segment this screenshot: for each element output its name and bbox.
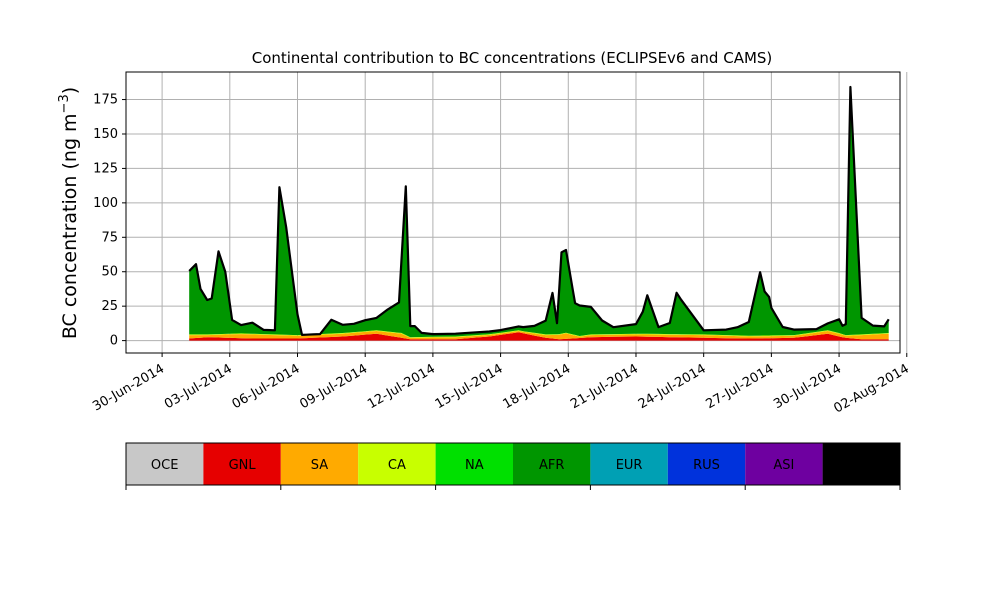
stacked-areas (189, 87, 889, 341)
area-gnl (189, 332, 889, 341)
legend-swatch-eur (590, 443, 668, 485)
legend-label-sa: SA (311, 458, 328, 473)
x-tick-label: 21-Jul-2014 (568, 361, 641, 412)
y-tick-label: 0 (110, 334, 118, 349)
legend: OCE GNL SA CA NA AFR EUR RUS ASI AUS (125, 442, 901, 490)
legend-swatch-asi (745, 443, 823, 485)
plot-frame (125, 71, 901, 354)
legend-frame (125, 442, 901, 486)
legend-label-aus: AUS (848, 458, 875, 473)
x-tick-label: 09-Jul-2014 (297, 361, 370, 412)
y-tick-label: 100 (93, 196, 118, 211)
legend-label-rus: RUS (693, 458, 720, 473)
x-tick-label: 18-Jul-2014 (500, 361, 573, 412)
legend-swatch-aus (822, 443, 900, 485)
legend-swatch-afr (513, 443, 591, 485)
legend-swatch-gnl (203, 443, 281, 485)
legend-label-asi: ASI (773, 458, 794, 473)
legend-label-gnl: GNL (229, 458, 257, 473)
grid (126, 72, 908, 353)
y-tick-label: 25 (101, 299, 118, 314)
x-tick-label: 30-Jun-2014 (90, 361, 167, 414)
y-axis-label: BC concentration (ng m−3) (57, 87, 81, 339)
x-tick-label: 02-Aug-2014 (831, 361, 911, 416)
legend-label-na: NA (465, 458, 484, 473)
legend-label-eur: EUR (616, 458, 643, 473)
legend-swatch-na (435, 443, 513, 485)
area-sa (189, 331, 889, 340)
legend-swatch-sa (280, 443, 359, 485)
y-tick-label: 150 (93, 127, 118, 142)
legend-label-afr: AFR (539, 458, 564, 473)
x-axis: 30-Jun-201403-Jul-201406-Jul-201409-Jul-… (90, 353, 912, 417)
y-axis-label-main: BC concentration (ng m (59, 113, 81, 339)
x-tick-label: 12-Jul-2014 (365, 361, 438, 412)
area-ca (189, 330, 889, 338)
y-tick-label: 175 (93, 93, 118, 108)
legend-swatch-oce (126, 443, 204, 485)
y-axis-label-close: ) (59, 87, 81, 94)
x-tick-label: 27-Jul-2014 (704, 361, 777, 412)
x-tick-label: 03-Jul-2014 (162, 361, 235, 412)
legend-swatch-ca (358, 443, 436, 485)
legend-swatch-rus (667, 443, 746, 485)
x-tick-label: 15-Jul-2014 (433, 361, 506, 412)
total-concentration-line (188, 85, 890, 336)
legend-label-oce: OCE (151, 458, 179, 473)
area-afr (189, 87, 889, 338)
y-tick-label: 75 (101, 230, 118, 245)
x-tick-label: 24-Jul-2014 (636, 361, 709, 412)
y-tick-label: 50 (101, 265, 118, 280)
chart-title: Continental contribution to BC concentra… (252, 49, 773, 67)
y-axis-label-superscript: −3 (57, 94, 72, 113)
x-tick-label: 06-Jul-2014 (230, 361, 303, 412)
y-tick-label: 125 (93, 161, 118, 176)
legend-label-ca: CA (388, 458, 406, 473)
y-axis: 0 25 50 75 100 125 150 175 (93, 93, 126, 349)
